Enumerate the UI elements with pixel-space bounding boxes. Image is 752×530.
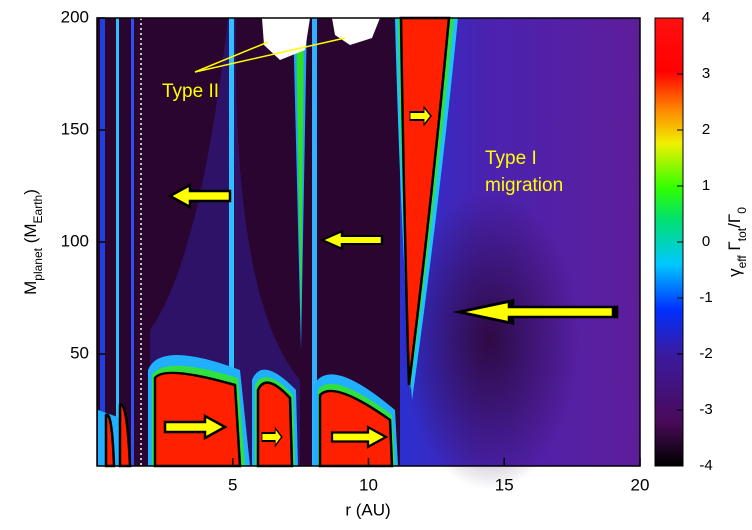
label-part: eff (735, 255, 749, 269)
heatmap (97, 16, 640, 490)
label-part: planet (31, 247, 45, 280)
x-tick-label: 20 (631, 475, 650, 494)
label-part: tot (735, 227, 749, 241)
colorbar-tick-label: 4 (702, 9, 710, 26)
x-tick-label: 5 (228, 475, 237, 494)
label-part: (M (21, 223, 40, 248)
label-part: γ (725, 268, 744, 277)
y-tick-label: 200 (61, 7, 89, 26)
label-part: ) (21, 189, 40, 195)
label-part: /Γ (725, 214, 744, 228)
label-part: 0 (735, 207, 749, 214)
y-tick-label: 100 (61, 231, 89, 250)
annotation: migration (485, 175, 563, 196)
label-part: Earth (31, 195, 45, 224)
annotation: Type II (162, 81, 219, 102)
y-axis-label: Mplanet (MEarth) (21, 189, 45, 295)
colorbar-tick-label: -2 (699, 345, 712, 362)
label-part: M (21, 281, 40, 295)
y-tick-label: 50 (70, 343, 89, 362)
annotation: Type I (485, 148, 537, 169)
colorbar-label: γeff Γtot/Γ0 (725, 207, 749, 277)
colorbar-tick-label: 3 (702, 65, 710, 82)
x-tick-label: 10 (359, 475, 378, 494)
annotation-arrows (163, 37, 615, 449)
colorbar-tick-label: -1 (699, 289, 712, 306)
colorbar-tick-label: 2 (702, 121, 710, 138)
x-axis-label: r (AU) (345, 500, 390, 519)
colorbar-tick-label: -3 (699, 401, 712, 418)
colorbar-tick-label: 1 (702, 177, 710, 194)
label-part: Γ (725, 241, 744, 255)
x-tick-label: 15 (495, 475, 514, 494)
colorbar-tick-label: -4 (699, 457, 712, 474)
y-tick-label: 150 (61, 119, 89, 138)
colorbar-tick-label: 0 (702, 233, 710, 250)
